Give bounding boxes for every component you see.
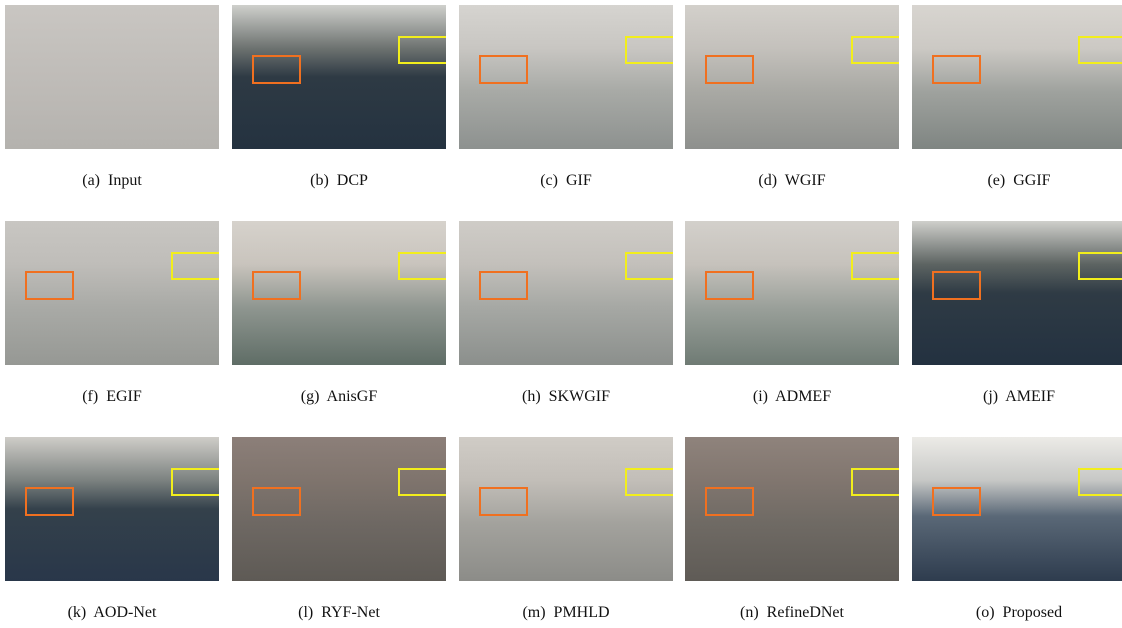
orange-box bbox=[25, 271, 74, 300]
result-image bbox=[459, 5, 673, 149]
yellow-box bbox=[398, 36, 446, 64]
caption: (c) GIF bbox=[459, 172, 673, 190]
yellow-box bbox=[1078, 36, 1122, 64]
yellow-box bbox=[851, 468, 899, 496]
orange-box bbox=[705, 55, 754, 84]
orange-box bbox=[252, 55, 301, 84]
yellow-box bbox=[398, 252, 446, 280]
yellow-box bbox=[1078, 468, 1122, 496]
caption: (m) PMHLD bbox=[459, 604, 673, 622]
orange-box bbox=[252, 487, 301, 516]
result-image bbox=[685, 437, 899, 581]
result-image bbox=[459, 221, 673, 365]
result-image bbox=[912, 5, 1122, 149]
result-image bbox=[5, 5, 219, 149]
yellow-box bbox=[851, 252, 899, 280]
orange-box bbox=[932, 271, 981, 300]
result-image bbox=[912, 221, 1122, 365]
result-image bbox=[459, 437, 673, 581]
orange-box bbox=[25, 487, 74, 516]
result-image bbox=[685, 5, 899, 149]
caption: (j) AMEIF bbox=[912, 388, 1122, 406]
orange-box bbox=[252, 271, 301, 300]
result-image bbox=[232, 437, 446, 581]
caption: (k) AOD-Net bbox=[5, 604, 219, 622]
result-image bbox=[5, 437, 219, 581]
yellow-box bbox=[625, 36, 673, 64]
result-image bbox=[232, 221, 446, 365]
orange-box bbox=[932, 55, 981, 84]
orange-box bbox=[705, 271, 754, 300]
yellow-box bbox=[171, 252, 219, 280]
caption: (o) Proposed bbox=[912, 604, 1122, 622]
caption: (d) WGIF bbox=[685, 172, 899, 190]
result-image bbox=[685, 221, 899, 365]
yellow-box bbox=[1078, 252, 1122, 280]
yellow-box bbox=[171, 468, 219, 496]
result-image bbox=[232, 5, 446, 149]
yellow-box bbox=[398, 468, 446, 496]
caption: (h) SKWGIF bbox=[459, 388, 673, 406]
orange-box bbox=[932, 487, 981, 516]
caption: (f) EGIF bbox=[5, 388, 219, 406]
result-image bbox=[912, 437, 1122, 581]
yellow-box bbox=[625, 468, 673, 496]
figure: (a) Input (b) DCP (c) GIF (d) WGIF (e) GGIF (… bbox=[0, 0, 1122, 628]
result-image bbox=[5, 221, 219, 365]
yellow-box bbox=[625, 252, 673, 280]
orange-box bbox=[479, 271, 528, 300]
caption: (b) DCP bbox=[232, 172, 446, 190]
caption: (l) RYF-Net bbox=[232, 604, 446, 622]
caption: (i) ADMEF bbox=[685, 388, 899, 406]
orange-box bbox=[705, 487, 754, 516]
orange-box bbox=[479, 487, 528, 516]
caption: (e) GGIF bbox=[912, 172, 1122, 190]
caption: (a) Input bbox=[5, 172, 219, 190]
yellow-box bbox=[851, 36, 899, 64]
orange-box bbox=[479, 55, 528, 84]
caption: (n) RefineDNet bbox=[685, 604, 899, 622]
caption: (g) AnisGF bbox=[232, 388, 446, 406]
